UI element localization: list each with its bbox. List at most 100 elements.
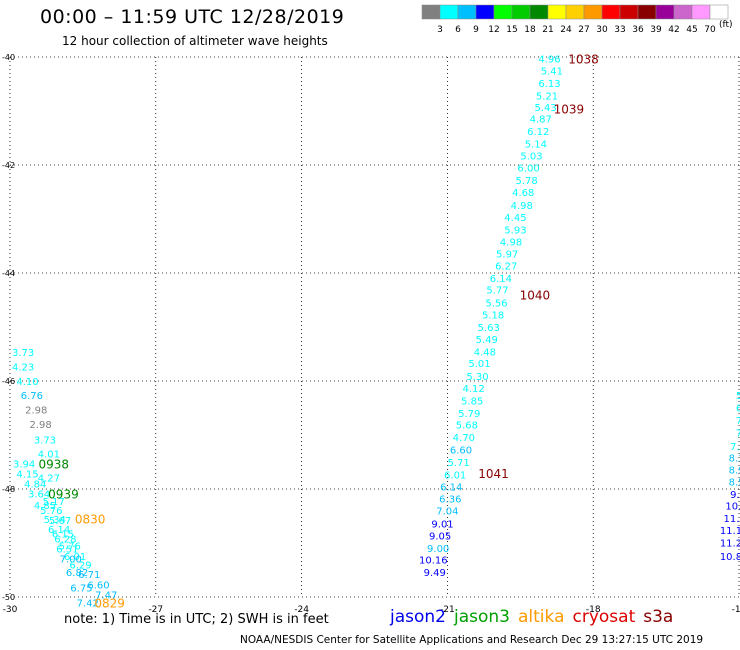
colorbar-tick: 36 [632,25,644,35]
satellite-legend-cryosat: cryosat [572,607,636,627]
pass-time-label: 1038 [568,53,599,67]
swh-value: 2.98 [25,406,47,417]
swh-value: 6.75 [70,583,92,594]
swh-value: 4.96 [538,55,560,66]
swh-value: 4.70 [453,433,475,444]
swh-value: 11.10 [720,526,740,537]
swh-value: 6.82 [66,568,88,579]
y-tick-label: -46 [2,377,15,386]
y-tick-label: -48 [2,485,15,494]
swh-value: 5.01 [468,359,490,370]
swh-value: 5.14 [525,139,547,150]
swh-value: 5.85 [461,396,483,407]
swh-value: 5.93 [504,225,526,236]
swh-value: 6.00 [517,164,539,175]
colorbar-swatch [709,4,729,20]
swh-value: 6.60 [450,446,472,457]
swh-value: 5.77 [486,286,508,297]
swh-value: 5.67 [49,516,71,527]
swh-value: 5.30 [466,372,488,383]
pass-time-label: 1039 [554,102,585,116]
swh-value: 6.76 [21,391,43,402]
swh-value: 7.47 [95,590,117,601]
satellite-legend: jason2 jason3 altika cryosat s3a [390,607,681,627]
swh-value: 4.12 [463,384,485,395]
chart-title: 00:00 – 11:59 UTC 12/28/2019 [40,6,345,28]
swh-value: 8.9 [729,466,740,477]
swh-value: 5.79 [458,409,480,420]
colorbar-tick: 3 [437,25,443,35]
colorbar-tick: 27 [578,25,589,35]
swh-value: 4.01 [38,449,60,460]
x-tick-label: -27 [148,605,163,615]
swh-value: 4.45 [504,213,526,224]
swh-value: 10.6 [725,502,740,513]
colorbar-tick: 9 [473,25,479,35]
swh-value: 7.42 [77,598,99,609]
chart-subtitle: 12 hour collection of altimeter wave hei… [62,34,328,48]
swh-value: 11.29 [720,538,740,549]
swh-value: 9.49 [424,568,446,579]
swh-value: 6.14 [490,274,512,285]
swh-value: 8.5 [729,477,740,488]
satellite-legend-jason2: jason2 [390,607,446,627]
swh-value: 6.51 [56,544,78,555]
swh-value: 6.60 [87,581,109,592]
swh-value: 4.98 [511,201,533,212]
pass-time-label: 0938 [38,458,69,472]
swh-value: 5.68 [456,421,478,432]
swh-value: 6.12 [527,127,549,138]
swh-value: 5.76 [59,542,81,553]
swh-value: 4.15 [16,469,38,480]
swh-value: 5.03 [520,151,542,162]
swh-value: 9.3 [730,490,740,501]
swh-value: 7.04 [436,507,458,518]
swh-value: 4.84 [24,480,46,491]
color-bar: 3 6 9 12 15 18 21 24 27 30 33 36 39 42 45 70 [421,4,729,35]
swh-value: 4.98 [500,238,522,249]
y-tick-label: -50 [2,593,15,602]
swh-value: 6.01 [444,470,466,481]
swh-value: 11.1 [723,514,740,525]
satellite-legend-s3a: s3a [643,607,674,627]
x-tick-label: -15 [732,605,740,615]
swh-value: 4.87 [530,115,552,126]
colorbar-tick: 6 [455,25,461,35]
swh-value: 3.73 [12,348,34,359]
swh-value: 7.4 [730,442,740,453]
swh-value: 4.85 [34,501,56,512]
satellite-legend-jason3: jason3 [454,607,510,627]
colorbar-tick: 15 [506,25,517,35]
swh-value: 6.71 [78,570,100,581]
note-text: note: 1) Time is in UTC; 2) SWH is in fe… [64,612,329,627]
swh-value: 9.00 [427,544,449,555]
pass-time-label: 0829 [94,596,125,610]
colorbar-tick: 70 [704,25,716,35]
swh-value: 5 [736,391,740,402]
swh-value: 9.01 [431,520,453,531]
x-tick-label: -24 [294,605,309,615]
swh-value: 3.94 [13,460,35,471]
y-tick-label: -44 [2,269,15,278]
swh-value: 8.1 [729,454,740,465]
colorbar-tick: 12 [488,25,499,35]
colorbar-tick: 21 [542,25,553,35]
swh-value: 5.34 [44,515,66,526]
colorbar-tick: 30 [596,25,608,35]
colorbar-tick: 33 [614,25,625,35]
swh-value: 3.73 [34,435,56,446]
colorbar-tick: 45 [686,25,697,35]
swh-value: 6.29 [69,561,91,572]
x-tick-label: -30 [3,605,18,615]
swh-value: 5.49 [476,335,498,346]
swh-value: 6 [736,403,740,414]
y-tick-label: -42 [2,161,15,170]
swh-value: 5.17 [43,497,65,508]
swh-value: 5.21 [536,91,558,102]
pass-time-label: 0939 [48,487,79,501]
colorbar-tick: 39 [650,25,662,35]
swh-value: 3.64 [28,489,50,500]
swh-value: 6.14 [440,482,462,493]
swh-value: 6.28 [54,535,76,546]
